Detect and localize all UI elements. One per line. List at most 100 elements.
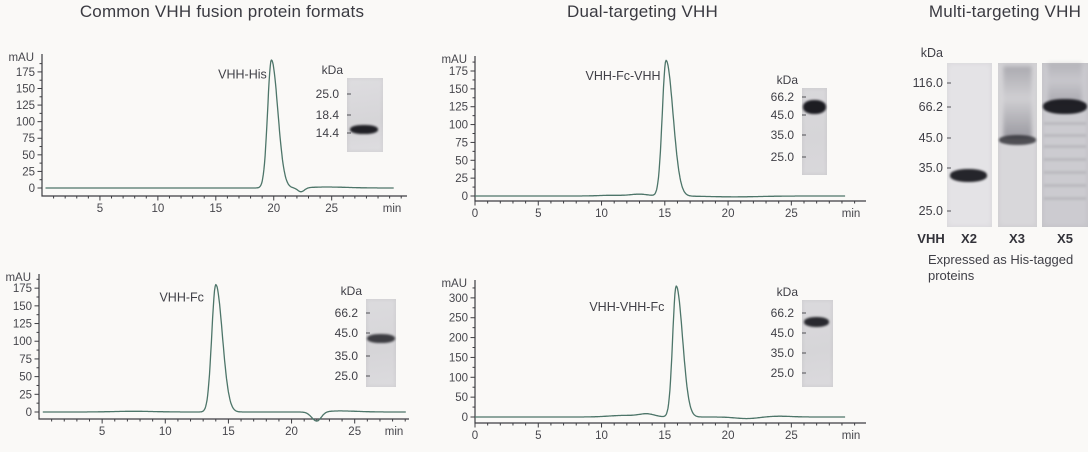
marker-label: 116.0 bbox=[912, 75, 943, 90]
x-tick-label: 20 bbox=[722, 430, 735, 442]
x-axis-unit: min bbox=[842, 208, 861, 220]
y-tick-label: 25 bbox=[19, 389, 32, 401]
gel-lane-x5 bbox=[1042, 63, 1088, 227]
ladder-tick bbox=[347, 114, 351, 116]
marker-label: 14.4 bbox=[315, 126, 339, 141]
protein-band bbox=[803, 316, 830, 327]
gel-inset-vhh-his: kDa 25.0 18.4 14.4 bbox=[283, 63, 383, 152]
y-tick-label: 175 bbox=[449, 66, 468, 78]
faint-band bbox=[1043, 122, 1087, 126]
marker-label: 45.0 bbox=[770, 107, 794, 122]
y-tick-label: 50 bbox=[19, 372, 32, 384]
y-tick-label: 75 bbox=[19, 354, 32, 366]
marker-label: 66.2 bbox=[770, 306, 794, 321]
y-tick-label: 25 bbox=[455, 173, 468, 185]
x-tick-label: 0 bbox=[472, 208, 478, 220]
y-tick-label: 50 bbox=[455, 392, 468, 404]
sds-page-gel-image bbox=[802, 88, 827, 175]
chromatogram-vhh-fc-vhh: 0 25 50 75 100 125 150 175 0 5 10 15 20 25 mAU min VHH-F… bbox=[441, 54, 866, 220]
ladder-tick bbox=[802, 113, 806, 116]
marker-label: 25.0 bbox=[918, 203, 943, 218]
chromatogram-vhh-vhh-fc: 0 50 100 150 200 250 300 0 5 10 15 20 25 mAU min VHH-VH… bbox=[441, 278, 866, 442]
ladder-tick bbox=[366, 354, 370, 357]
sds-page-gel-image bbox=[347, 78, 383, 152]
y-tick-label: 25 bbox=[22, 166, 35, 178]
x-tick-label: 20 bbox=[285, 426, 298, 438]
x-tick-label: 15 bbox=[658, 208, 671, 220]
uv-trace bbox=[42, 283, 406, 422]
lane-label-x3: X3 bbox=[1009, 231, 1025, 246]
y-tick-label: 300 bbox=[449, 293, 468, 305]
y-tick-label: 75 bbox=[22, 133, 35, 145]
marker-label: 18.4 bbox=[315, 108, 339, 122]
uv-trace bbox=[474, 285, 846, 420]
marker-label: 45.0 bbox=[770, 326, 794, 341]
x-tick-label: 15 bbox=[209, 203, 222, 215]
y-tick-label: 150 bbox=[13, 301, 32, 313]
kda-unit-label: kDa bbox=[340, 284, 362, 298]
gel-lane-x2 bbox=[947, 63, 992, 227]
kda-unit-label: kDa bbox=[920, 46, 943, 60]
x-tick-label: 5 bbox=[535, 208, 541, 220]
x-tick-label: 5 bbox=[99, 426, 105, 438]
y-tick-label: 150 bbox=[449, 352, 468, 364]
protein-band bbox=[998, 134, 1037, 145]
lane-label-x2: X2 bbox=[961, 231, 977, 246]
faint-band bbox=[1043, 133, 1087, 137]
chromatogram-vhh-fc: 0 25 50 75 100 125 150 175 5 10 15 20 25 mAU min VHH-Fc bbox=[5, 272, 409, 438]
faint-band bbox=[1043, 197, 1087, 201]
x-tick-label: 10 bbox=[595, 430, 608, 442]
ladder-tick bbox=[802, 312, 806, 315]
kda-unit-label: kDa bbox=[776, 285, 798, 299]
y-tick-label: 100 bbox=[449, 120, 468, 132]
marker-label: 66.2 bbox=[770, 89, 794, 104]
y-tick-label: 100 bbox=[449, 372, 468, 384]
faint-band bbox=[1043, 171, 1087, 175]
chromatogram-vhh-his: 0 25 50 75 100 125 150 175 5 10 15 20 25 mAU min VHH-Hi… bbox=[8, 52, 407, 215]
molecular-weight-markers: 66.2 45.0 35.0 25.0 bbox=[738, 88, 798, 175]
y-tick-label: 0 bbox=[26, 407, 32, 419]
marker-label: 25.0 bbox=[334, 369, 358, 383]
protein-band bbox=[349, 124, 378, 134]
y-tick-label: 0 bbox=[462, 191, 468, 203]
x-tick-label: 15 bbox=[222, 426, 235, 438]
x-tick-label: 25 bbox=[348, 426, 361, 438]
x-tick-label: 10 bbox=[159, 426, 172, 438]
y-tick-label: 50 bbox=[22, 150, 35, 162]
marker-label: 66.2 bbox=[918, 99, 943, 114]
faint-band bbox=[1043, 158, 1087, 162]
ladder-tick bbox=[366, 375, 370, 377]
marker-label: 35.0 bbox=[770, 127, 794, 142]
y-axis-unit: mAU bbox=[441, 278, 467, 290]
y-tick-label: 175 bbox=[16, 67, 35, 79]
marker-label: 25.0 bbox=[770, 149, 794, 164]
ladder-tick bbox=[347, 93, 351, 96]
ladder-tick bbox=[802, 95, 806, 98]
protein-band bbox=[1042, 99, 1088, 115]
y-tick-label: 0 bbox=[462, 412, 468, 424]
y-tick-label: 50 bbox=[455, 155, 468, 167]
x-tick-label: 25 bbox=[785, 430, 798, 442]
uv-trace bbox=[474, 59, 846, 198]
marker-label: 66.2 bbox=[334, 306, 358, 321]
y-tick-label: 150 bbox=[16, 83, 35, 95]
y-tick-label: 75 bbox=[455, 137, 468, 149]
protein-band bbox=[366, 333, 396, 343]
marker-label: 35.0 bbox=[334, 348, 358, 363]
marker-label: 45.0 bbox=[334, 325, 358, 340]
marker-label: 25.0 bbox=[770, 366, 794, 381]
ladder-tick bbox=[802, 332, 806, 335]
ladder-tick bbox=[947, 136, 951, 139]
peak-label: VHH-Fc-VHH bbox=[586, 69, 661, 83]
x-tick-label: 20 bbox=[722, 208, 735, 220]
ladder-tick bbox=[947, 105, 951, 108]
molecular-weight-markers: 66.2 45.0 35.0 25.0 bbox=[302, 299, 362, 387]
x-tick-label: 0 bbox=[472, 430, 478, 442]
ladder-tick bbox=[366, 331, 370, 334]
ladder-tick bbox=[802, 372, 806, 375]
marker-label: 35.0 bbox=[770, 346, 794, 361]
protein-band bbox=[802, 99, 826, 114]
molecular-weight-markers: 66.2 45.0 35.0 25.0 bbox=[738, 300, 798, 387]
lane-label-vhh: VHH bbox=[917, 231, 945, 246]
